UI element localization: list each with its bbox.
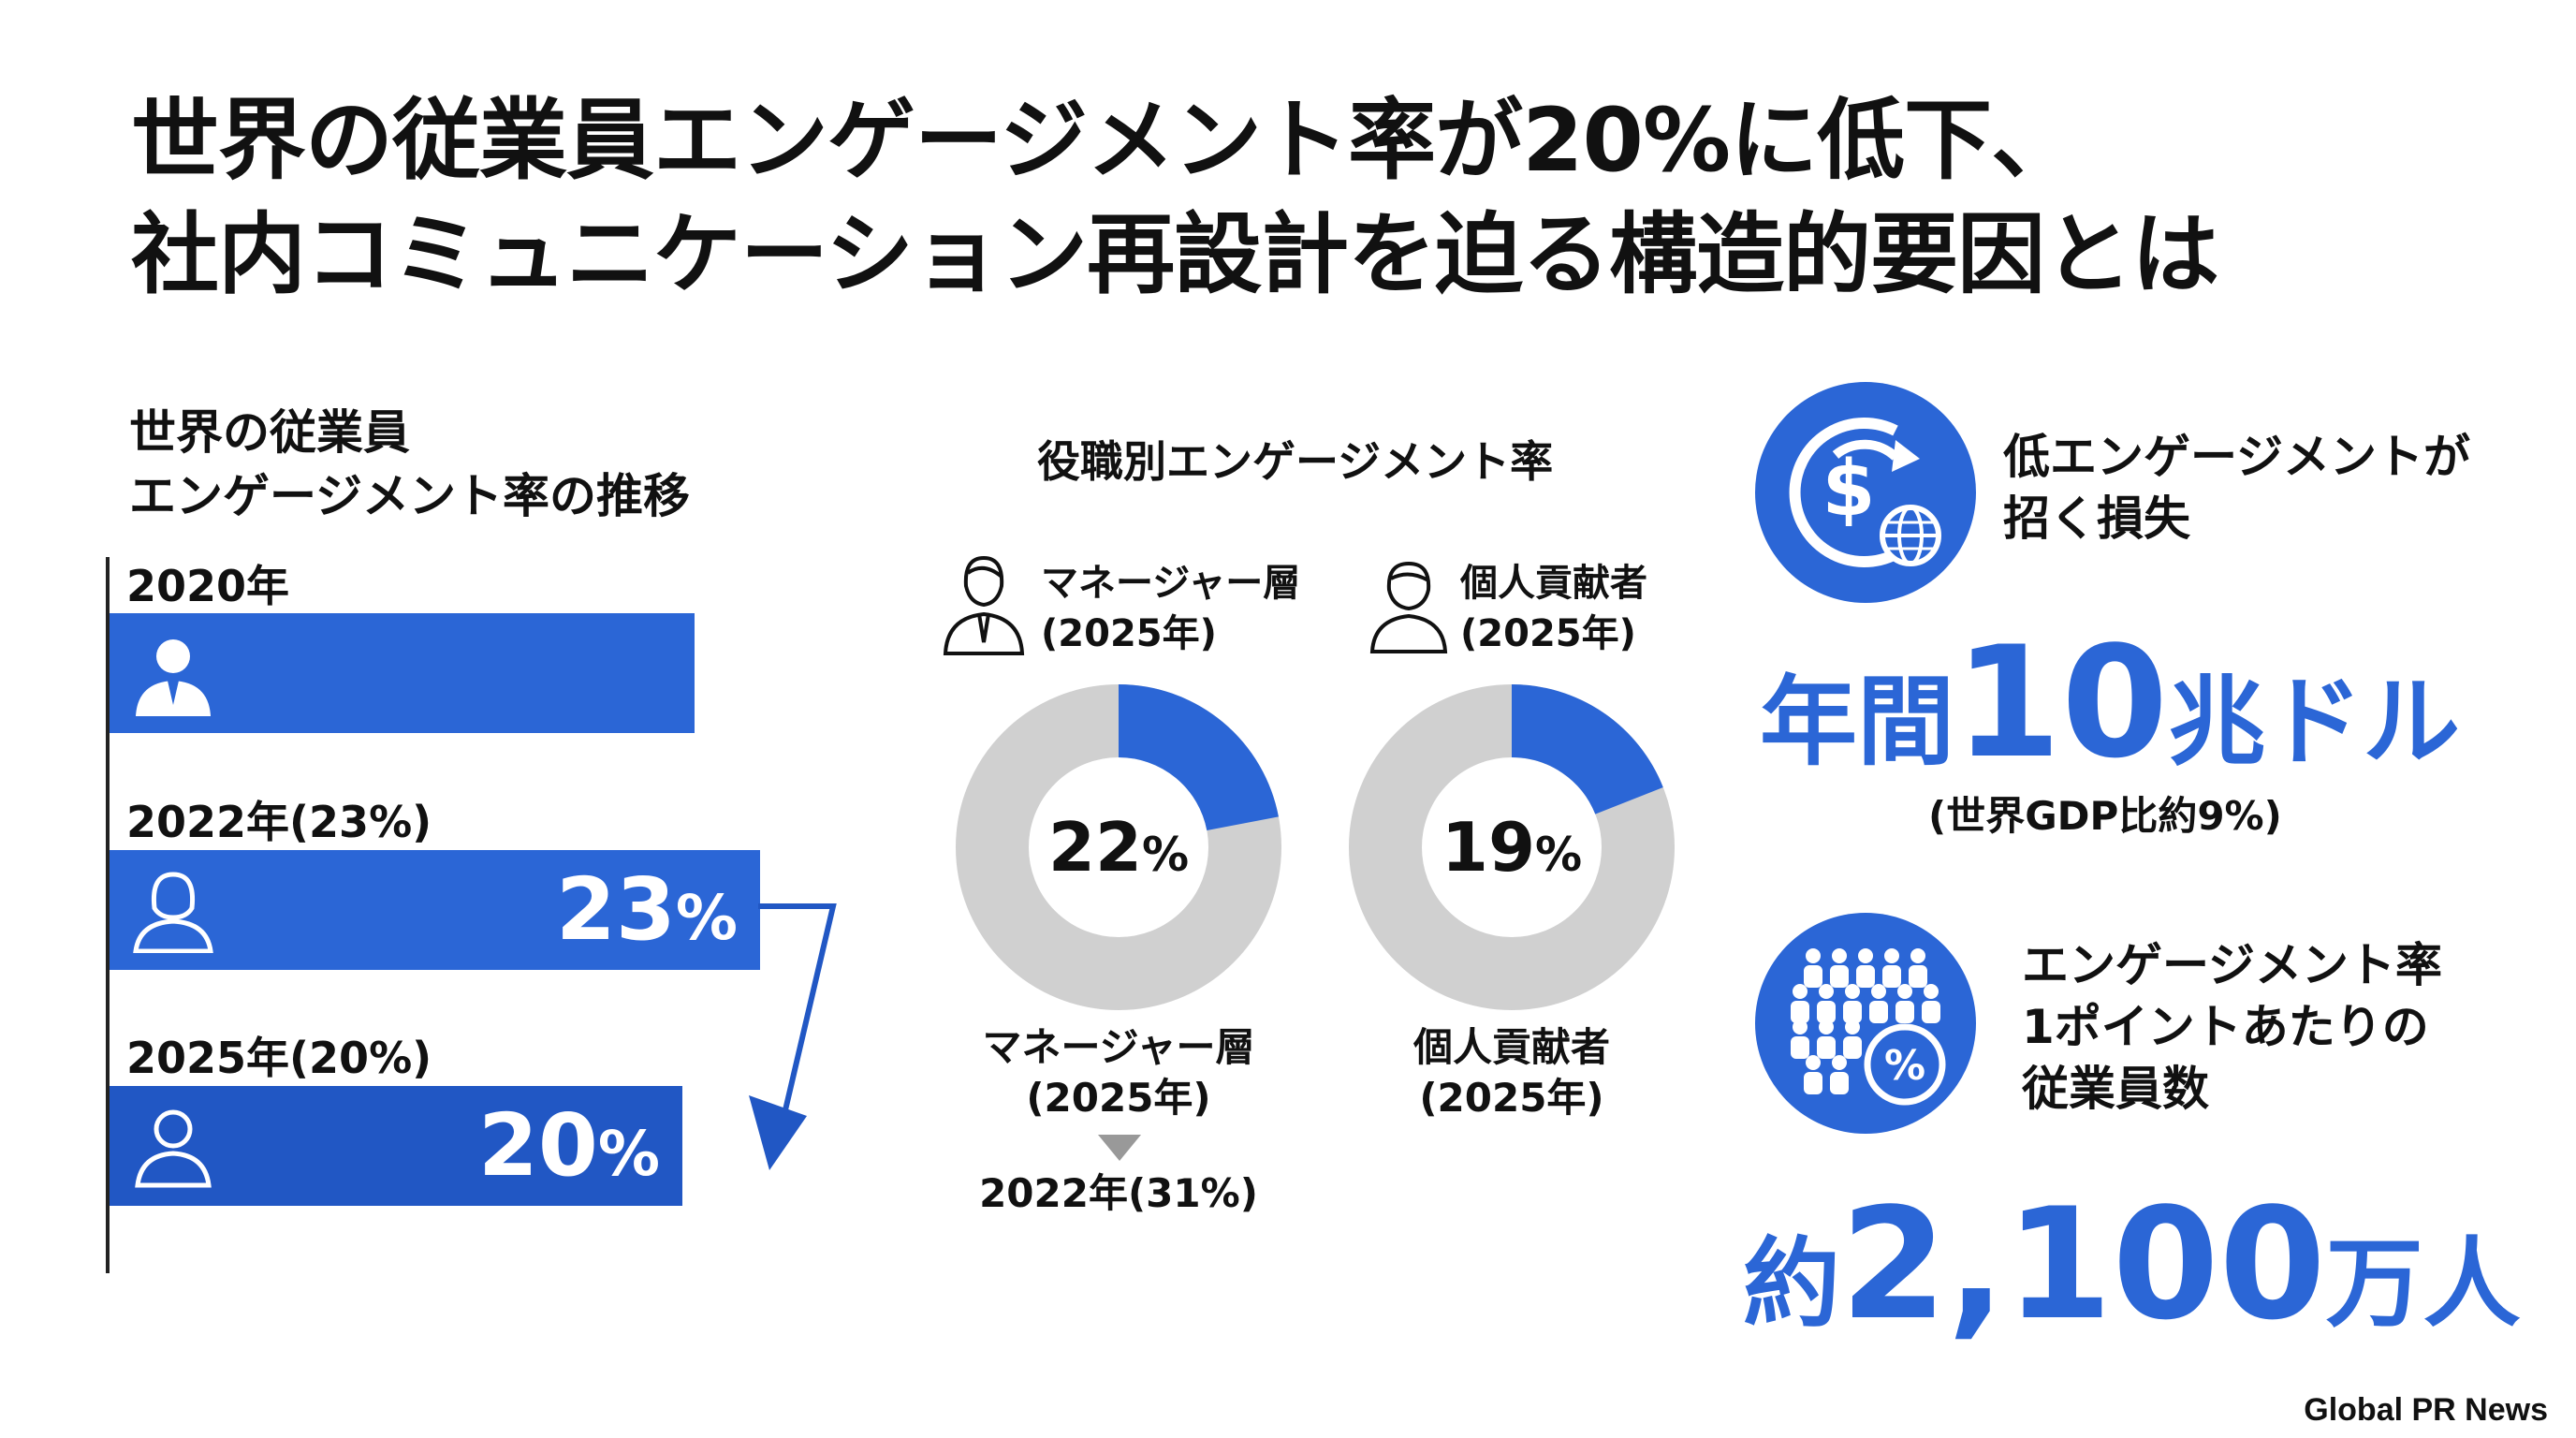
crowd-person-head bbox=[1897, 984, 1912, 999]
bar-value-2022: 23% bbox=[555, 859, 738, 960]
employees-heading-line-2: 1ポイントあたりの bbox=[2022, 1000, 2429, 1054]
crowd-person-body bbox=[1804, 1072, 1822, 1094]
donut-manager-head: マネージャー層 (2025年) bbox=[1041, 558, 1300, 659]
page-title: 世界の従業員エンゲージメント率が20%に低下、 社内コミュニケーション再設計を迫… bbox=[131, 84, 2527, 313]
donut-individual-head: 個人貢献者 (2025年) bbox=[1460, 558, 1647, 659]
woman-icon bbox=[133, 872, 213, 953]
trend-heading-line-1: 世界の従業員 bbox=[129, 405, 410, 460]
trend-axis-line bbox=[106, 557, 110, 1273]
person-icon bbox=[135, 1109, 212, 1188]
employees-heading-line-3: 従業員数 bbox=[2022, 1062, 2209, 1116]
donut-individual-foot: 個人貢献者 (2025年) bbox=[1315, 1022, 1708, 1123]
crowd-person-head bbox=[1819, 1020, 1834, 1034]
manager-prev-value: 2022年(31%) bbox=[979, 1170, 1258, 1216]
crowd-person-head bbox=[1832, 948, 1847, 963]
crowd-person-head bbox=[1924, 984, 1939, 999]
title-line-1: 世界の従業員エンゲージメント率が20%に低下、 bbox=[131, 90, 2079, 192]
crowd-person-head bbox=[1793, 984, 1808, 999]
donut-individual-value: 19% bbox=[1441, 808, 1583, 887]
loss-suffix: 兆ドル bbox=[2168, 665, 2461, 779]
trend-heading-line-2: エンゲージメント率の推移 bbox=[129, 469, 690, 523]
employees-number: 2,100 bbox=[1840, 1175, 2326, 1354]
loss-number: 10 bbox=[1954, 613, 2169, 792]
footer-source: Global PR News bbox=[2304, 1392, 2548, 1428]
bar-label-2022: 2022年(23%) bbox=[126, 797, 432, 847]
crowd-person-head bbox=[1845, 1020, 1860, 1034]
loss-note: (世界GDP比約9%) bbox=[1928, 793, 2282, 839]
manager-foot-line-2: (2025年) bbox=[1026, 1075, 1211, 1121]
employees-amount: 約2,100万人 bbox=[1743, 1175, 2521, 1354]
donut-individual-slice bbox=[1510, 684, 1663, 815]
crowd-person-head bbox=[1884, 948, 1899, 963]
loss-heading-line-1: 低エンゲージメントが bbox=[2003, 430, 2470, 484]
crowd-person-body bbox=[1869, 1001, 1888, 1023]
trend-down-arrow bbox=[749, 903, 837, 1170]
bar-2020 bbox=[110, 613, 695, 733]
crowd-person-body bbox=[1791, 1036, 1809, 1059]
crowd-person-body bbox=[1830, 1072, 1849, 1094]
employees-suffix: 万人 bbox=[2325, 1226, 2521, 1341]
donut-manager bbox=[956, 684, 1281, 1010]
crowd-person-head bbox=[1793, 1020, 1808, 1034]
crowd-person-body bbox=[1922, 1001, 1940, 1023]
crowd-person-body bbox=[1843, 1001, 1862, 1023]
crowd-person-body bbox=[1817, 1001, 1836, 1023]
crowd-person-head bbox=[1871, 984, 1886, 999]
loss-amount: 年間10兆ドル bbox=[1760, 613, 2460, 792]
crowd-person-body bbox=[1843, 1036, 1862, 1059]
crowd-person-head bbox=[1858, 948, 1873, 963]
crowd-person-body bbox=[1817, 1036, 1836, 1059]
title-line-2: 社内コミュニケーション再設計を迫る構造的要因とは bbox=[131, 204, 2219, 306]
crowd-percent-icon: % bbox=[1755, 913, 1976, 1134]
percent-glyph: % bbox=[1884, 1042, 1925, 1090]
svg-text:$: $ bbox=[1822, 445, 1875, 534]
manager-head-line-2: (2025年) bbox=[1041, 612, 1217, 655]
donut-manager-foot: マネージャー層 (2025年) bbox=[922, 1022, 1315, 1123]
bar-value-2025: 20% bbox=[477, 1095, 660, 1196]
manager-head-line-1: マネージャー層 bbox=[1041, 562, 1301, 605]
manager-icon bbox=[943, 555, 1025, 655]
businessman-icon bbox=[136, 639, 211, 716]
crowd-person-body bbox=[1830, 965, 1849, 988]
employees-heading: エンゲージメント率 1ポイントあたりの 従業員数 bbox=[2022, 934, 2442, 1120]
crowd-person-head bbox=[1806, 1055, 1821, 1070]
person-outline-icon bbox=[1369, 561, 1448, 653]
crowd-person-body bbox=[1882, 965, 1901, 988]
donut-manager-value: 22% bbox=[1047, 808, 1190, 887]
down-triangle-icon bbox=[1098, 1135, 1141, 1161]
employees-prefix: 約 bbox=[1743, 1226, 1841, 1341]
bar-2025: 20% bbox=[110, 1086, 682, 1206]
crowd-person-body bbox=[1791, 1001, 1809, 1023]
percent-badge bbox=[1864, 1023, 1946, 1106]
crowd-person-head bbox=[1806, 948, 1821, 963]
loss-prefix: 年間 bbox=[1760, 665, 1955, 779]
crowd-person-body bbox=[1856, 965, 1875, 988]
manager-foot-line-1: マネージャー層 bbox=[982, 1024, 1255, 1070]
loss-heading-line-2: 招く損失 bbox=[2003, 492, 2190, 546]
bar-2022: 23% bbox=[110, 850, 760, 970]
crowd-person-head bbox=[1910, 948, 1925, 963]
bar-label-2020: 2020年 bbox=[126, 561, 290, 611]
crowd-person-head bbox=[1845, 984, 1860, 999]
donut-individual bbox=[1349, 684, 1675, 1010]
crowd-person-head bbox=[1832, 1055, 1847, 1070]
individual-head-line-2: (2025年) bbox=[1460, 612, 1636, 655]
crowd-person-body bbox=[1895, 1001, 1914, 1023]
bar-label-2025: 2025年(20%) bbox=[126, 1033, 432, 1083]
crowd-person-head bbox=[1819, 984, 1834, 999]
crowd-person-body bbox=[1909, 965, 1927, 988]
dollar-cycle-globe-icon: $ bbox=[1755, 382, 1976, 603]
crowd-person-body bbox=[1804, 965, 1822, 988]
individual-foot-line-2: (2025年) bbox=[1419, 1075, 1604, 1121]
donut-manager-slice bbox=[1117, 684, 1279, 832]
loss-heading: 低エンゲージメントが 招く損失 bbox=[2003, 426, 2470, 550]
employees-heading-line-1: エンゲージメント率 bbox=[2022, 938, 2442, 992]
individual-head-line-1: 個人貢献者 bbox=[1460, 562, 1647, 605]
individual-foot-line-1: 個人貢献者 bbox=[1412, 1024, 1610, 1070]
donut-heading: 役職別エンゲージメント率 bbox=[1037, 436, 1554, 487]
trend-heading: 世界の従業員 エンゲージメント率の推移 bbox=[129, 401, 690, 528]
